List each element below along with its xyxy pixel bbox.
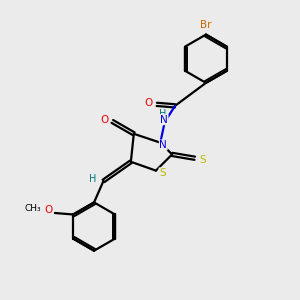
Text: H: H: [88, 174, 96, 184]
Text: Br: Br: [200, 20, 212, 30]
Text: S: S: [159, 168, 166, 178]
Text: O: O: [144, 98, 153, 108]
Text: N: N: [159, 140, 167, 150]
Text: N: N: [160, 115, 168, 125]
Text: S: S: [200, 155, 206, 165]
Text: H: H: [159, 109, 166, 119]
Text: CH₃: CH₃: [25, 204, 41, 213]
Text: O: O: [44, 205, 52, 215]
Text: O: O: [100, 115, 109, 125]
